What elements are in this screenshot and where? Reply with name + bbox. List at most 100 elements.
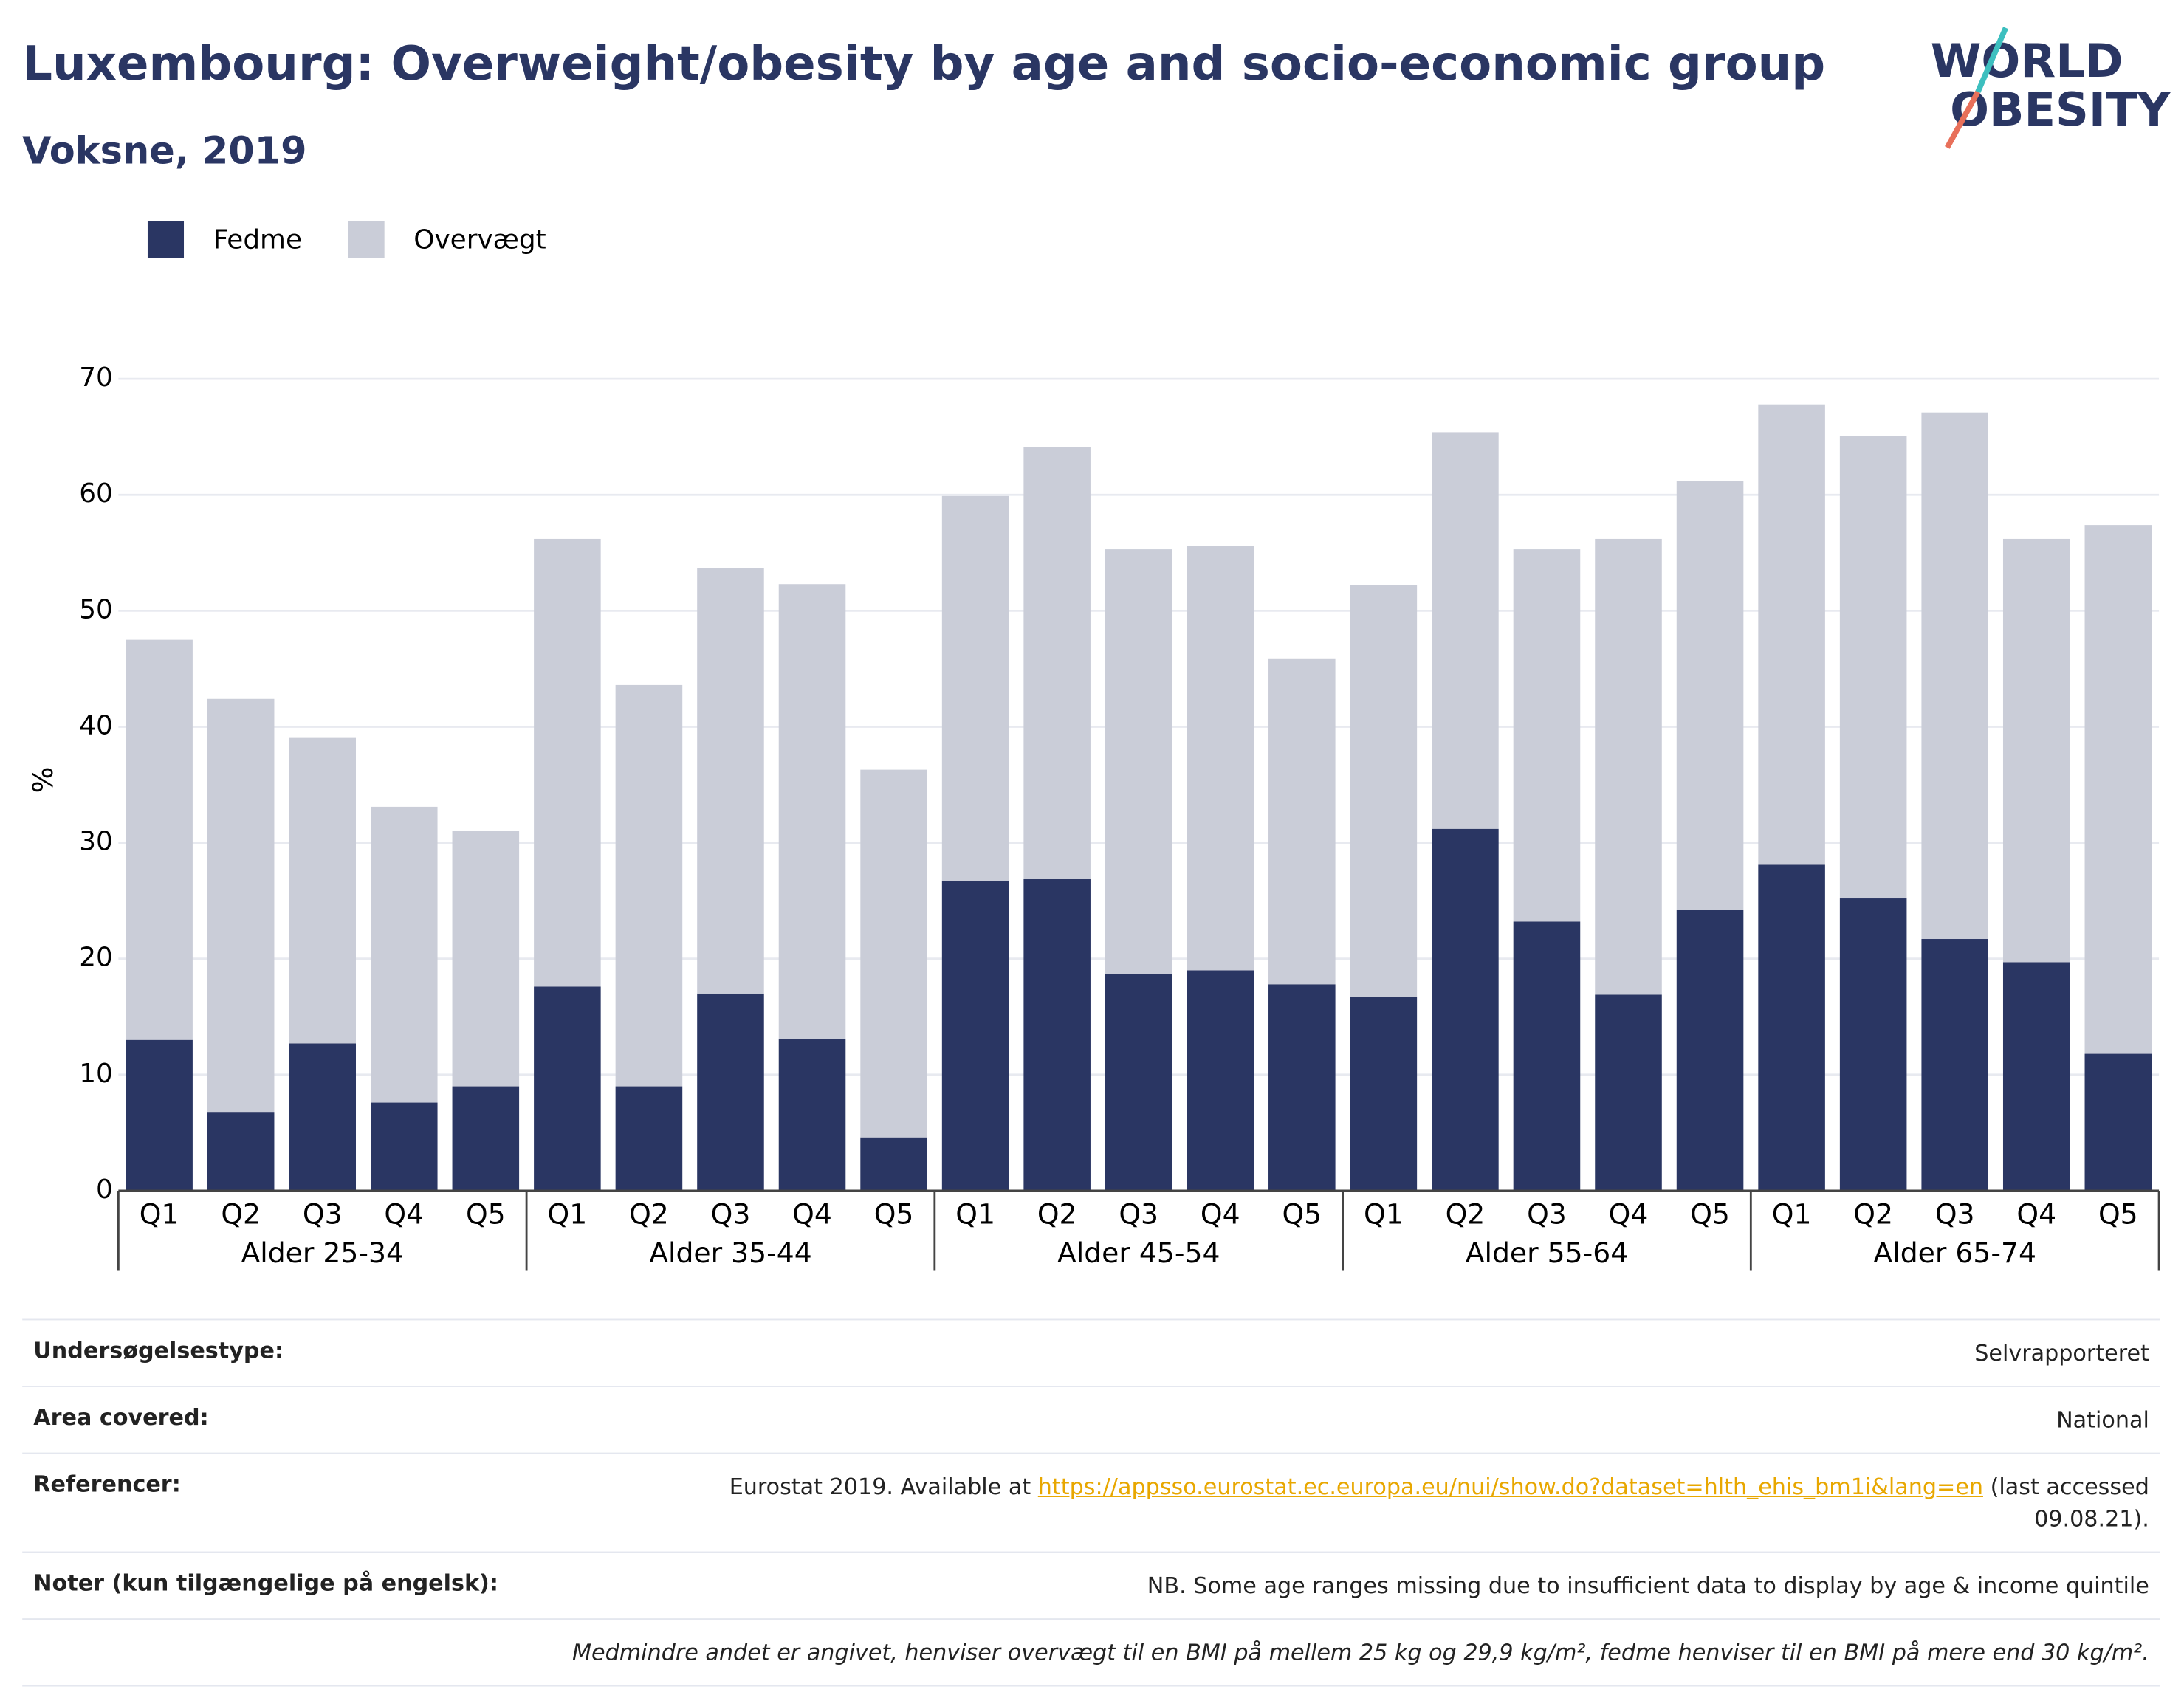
x-tick-label: Q5 <box>2098 1197 2138 1230</box>
bar-segment <box>207 698 275 1113</box>
row-label: Undersøgelsestype: <box>33 1337 284 1364</box>
y-tick-label: 20 <box>79 943 113 973</box>
bar-segment <box>697 568 764 994</box>
chart-subtitle: Voksne, 2019 <box>22 130 306 173</box>
bar-segment <box>1187 970 1254 1191</box>
legend-label: Fedme <box>213 224 302 255</box>
x-tick-label: Q1 <box>955 1197 995 1230</box>
footer-row: Noter (kun tilgængelige på engelsk): NB. … <box>22 1551 2160 1619</box>
bar-segment <box>1187 546 1254 971</box>
bar-segment <box>1268 984 1336 1191</box>
footer-row: Medmindre andet er angivet, henviser ove… <box>22 1618 2160 1687</box>
footer-row: Undersøgelsestype: Selvrapporteret <box>22 1318 2160 1386</box>
x-group-label: Alder 45-54 <box>1057 1237 1220 1269</box>
x-tick-label: Q4 <box>792 1197 832 1230</box>
bar-segment <box>1513 549 1581 922</box>
logo-slash <box>1945 90 1981 149</box>
bar-segment <box>1758 404 1825 865</box>
bar-segment <box>1432 828 1499 1191</box>
x-tick-label: Q3 <box>1119 1197 1158 1230</box>
row-label: Referencer: <box>33 1471 181 1497</box>
bar-segment <box>1268 658 1336 985</box>
ref-text: (last accessed 09.08.21). <box>1990 1473 2149 1533</box>
x-tick-label: Q2 <box>1853 1197 1893 1230</box>
y-tick-label: 10 <box>79 1059 113 1089</box>
y-tick-label: 70 <box>79 362 113 393</box>
bar-segment <box>1839 898 1907 1191</box>
x-tick-label: Q1 <box>1364 1197 1404 1230</box>
x-group-label: Alder 55-64 <box>1466 1237 1629 1269</box>
bar-segment <box>2002 962 2070 1191</box>
logo-text: OBESITY <box>1950 83 2171 137</box>
bar-segment <box>1676 910 1744 1191</box>
bar-segment <box>1023 879 1091 1191</box>
x-tick-label: Q1 <box>1772 1197 1812 1230</box>
bar-segment <box>534 538 601 987</box>
footer-row: Area covered: National <box>22 1386 2160 1453</box>
bar-segment <box>778 1039 846 1191</box>
bar-segment <box>207 1112 275 1191</box>
footer-table: Undersøgelsestype: Selvrapporteret Area c… <box>22 1318 2160 1687</box>
bar-segment <box>1023 447 1091 879</box>
chart-title: Luxembourg: Overweight/obesity by age an… <box>22 36 1825 92</box>
y-tick-label: 0 <box>96 1175 113 1205</box>
bar-segment <box>1839 436 1907 899</box>
row-value: NB. Some age ranges missing due to insuf… <box>1147 1572 2149 1599</box>
x-tick-label: Q3 <box>1527 1197 1567 1230</box>
bar-segment <box>2002 538 2070 963</box>
x-tick-label: Q2 <box>1446 1197 1486 1230</box>
bar-segment <box>1921 412 1988 940</box>
y-tick-label: 60 <box>79 478 113 509</box>
x-tick-label: Q3 <box>303 1197 343 1230</box>
ref-text: Eurostat 2019. Available at <box>729 1473 1031 1500</box>
row-label: Area covered: <box>33 1403 209 1431</box>
x-tick-label: Q2 <box>629 1197 669 1230</box>
bar-segment <box>289 737 357 1044</box>
bar-segment <box>126 1039 193 1191</box>
bar-segment <box>452 1086 520 1191</box>
bar-segment <box>1513 921 1581 1191</box>
bar-segment <box>941 881 1009 1191</box>
bar-segment <box>615 1086 683 1191</box>
x-tick-label: Q5 <box>1282 1197 1322 1230</box>
x-tick-label: Q4 <box>384 1197 424 1230</box>
logo-slash <box>1975 27 2009 94</box>
y-tick-label: 40 <box>79 710 113 740</box>
bar-segment <box>778 584 846 1039</box>
chart: Luxembourg: Overweight/obesity by age an… <box>22 27 2171 1271</box>
logo-text: WORLD <box>1931 34 2123 88</box>
bar-segment <box>1105 974 1172 1191</box>
bar-segment <box>289 1043 357 1191</box>
bar-segment <box>860 769 927 1138</box>
bar-segment <box>2084 525 2152 1054</box>
bar-segment <box>534 986 601 1191</box>
bar-segment <box>370 806 438 1103</box>
legend-swatch <box>348 221 385 258</box>
x-tick-label: Q2 <box>1037 1197 1077 1230</box>
bar-segment <box>126 639 193 1040</box>
x-tick-label: Q5 <box>1690 1197 1730 1230</box>
x-tick-label: Q5 <box>874 1197 914 1230</box>
ref-link[interactable]: https://appsso.eurostat.ec.europa.eu/nui… <box>1037 1473 1983 1500</box>
x-tick-label: Q1 <box>140 1197 179 1230</box>
y-axis-label: % <box>27 767 59 794</box>
bar-segment <box>1432 432 1499 829</box>
y-tick-label: 30 <box>79 827 113 857</box>
x-tick-label: Q3 <box>1935 1197 1975 1230</box>
bar-segment <box>1105 549 1172 974</box>
bar-segment <box>1595 994 1662 1191</box>
x-tick-label: Q4 <box>2016 1197 2056 1230</box>
bar-segment <box>941 495 1009 881</box>
x-tick-label: Q2 <box>221 1197 261 1230</box>
row-value: Selvrapporteret <box>1974 1339 2149 1366</box>
bar-segment <box>452 831 520 1087</box>
bar-segment <box>1676 481 1744 910</box>
bar-segment <box>1350 585 1418 997</box>
bar-segment <box>697 993 764 1191</box>
x-tick-label: Q3 <box>711 1197 751 1230</box>
bar-segment <box>615 684 683 1087</box>
x-group-label: Alder 35-44 <box>649 1237 812 1269</box>
bar-segment <box>1350 997 1418 1191</box>
x-group-label: Alder 25-34 <box>241 1237 404 1269</box>
